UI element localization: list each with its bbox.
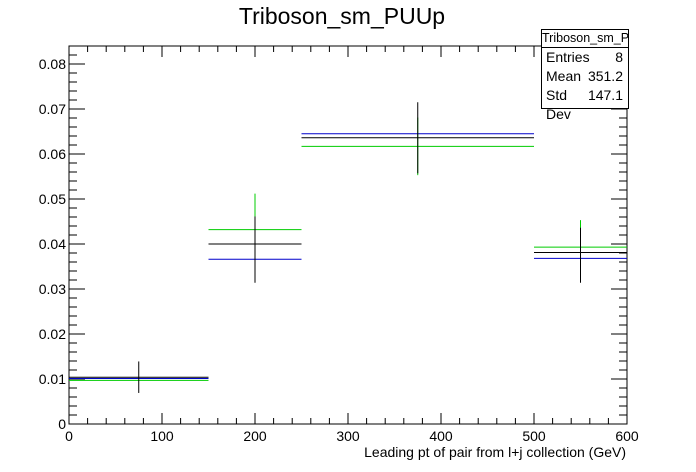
y-tick-label: 0.03 xyxy=(39,281,66,297)
x-tick-label: 100 xyxy=(150,428,174,444)
y-tick-label: 0 xyxy=(58,416,66,432)
x-axis-label: Leading pt of pair from l+j collection (… xyxy=(364,444,626,460)
chart-title: Triboson_sm_PUUp xyxy=(239,3,445,29)
stats-row-stddev: Std Dev 147.1 xyxy=(542,86,628,122)
data-marks xyxy=(69,102,627,393)
stats-row-entries: Entries 8 xyxy=(542,48,628,67)
entries-label: Entries xyxy=(546,49,590,65)
x-tick-label: 200 xyxy=(243,428,267,444)
stddev-value: 147.1 xyxy=(587,87,623,103)
y-tick-label: 0.06 xyxy=(39,146,66,162)
x-tick-label: 400 xyxy=(429,428,453,444)
stddev-label: Std Dev xyxy=(546,87,571,122)
mean-value: 351.2 xyxy=(587,68,623,84)
y-tick-label: 0.01 xyxy=(39,371,66,387)
y-tick-label: 0.04 xyxy=(39,236,66,252)
stats-title: Triboson_sm_PUUp xyxy=(542,30,628,48)
y-tick-label: 0.05 xyxy=(39,191,66,207)
stats-row-mean: Mean 351.2 xyxy=(542,67,628,86)
stats-box: Triboson_sm_PUUp Entries 8 Mean 351.2 St… xyxy=(541,29,629,122)
mean-label: Mean xyxy=(546,68,582,84)
x-tick-label: 500 xyxy=(522,428,546,444)
y-tick-label: 0.02 xyxy=(39,326,66,342)
x-tick-label: 300 xyxy=(336,428,360,444)
entries-value: 8 xyxy=(615,49,623,65)
tick-labels: 0 100 200 300 400 500 600 0 0.01 0.02 0.03 0.04 0.05… xyxy=(39,56,639,444)
y-tick-label: 0.08 xyxy=(39,56,66,72)
x-tick-label: 0 xyxy=(65,428,73,444)
y-tick-label: 0.07 xyxy=(39,101,66,117)
x-tick-label: 600 xyxy=(615,428,639,444)
